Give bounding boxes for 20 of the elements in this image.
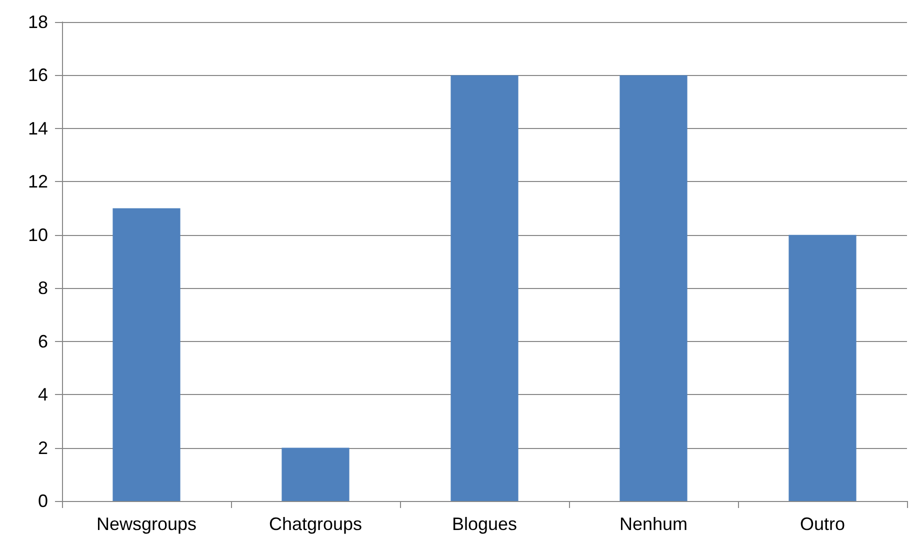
y-tick-label: 0 (38, 491, 48, 511)
x-tick-label: Outro (800, 514, 846, 534)
x-tick-label: Nenhum (619, 514, 688, 534)
y-tick-label: 8 (38, 278, 48, 298)
bar (788, 234, 856, 501)
y-tick-label: 16 (28, 65, 48, 86)
x-tick-label: Chatgroups (268, 514, 362, 534)
y-tick-label: 6 (38, 331, 48, 352)
y-tick-label: 10 (28, 224, 48, 245)
y-tick-label: 2 (38, 438, 48, 458)
y-tick-label: 18 (28, 12, 48, 32)
bar (620, 75, 688, 501)
bar (282, 448, 350, 501)
x-tick-label: Newsgroups (96, 514, 197, 534)
y-tick-label: 12 (28, 172, 48, 192)
x-tick-label: Blogues (452, 514, 518, 534)
bar (450, 75, 518, 501)
y-tick-label: 14 (28, 118, 48, 138)
bar (112, 208, 180, 501)
y-tick-label: 4 (38, 384, 48, 405)
